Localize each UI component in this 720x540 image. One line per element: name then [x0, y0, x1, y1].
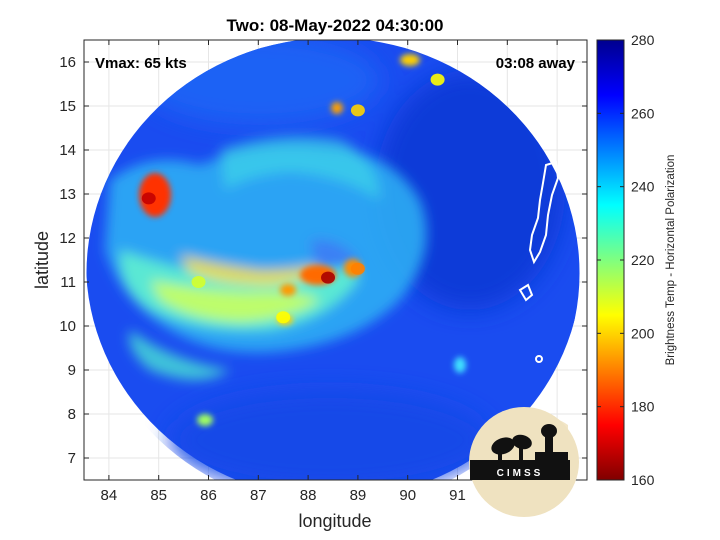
feature-eastern-eyewall: [350, 262, 365, 275]
colorbar-tick-label: 240: [631, 179, 655, 195]
colorbar-tick-label: 180: [631, 399, 655, 415]
colorbar: 160 180 200 220 240 260 280 Brightness Temp - …: [596, 32, 677, 488]
y-tick-label: 11: [60, 274, 76, 291]
y-tick-label: 15: [59, 98, 76, 115]
x-tick-label: 86: [200, 487, 217, 504]
colorbar-tick-label: 260: [631, 105, 655, 121]
y-tick-label: 13: [59, 186, 76, 203]
y-axis-label: latitude: [32, 231, 52, 289]
colorbar-tick-label: 220: [631, 252, 655, 268]
feature-northern-cell: [350, 104, 365, 117]
logo-text: CIMSS: [497, 468, 544, 479]
y-tick-label: 14: [59, 142, 76, 159]
feature-eye-wall-core: [321, 271, 336, 284]
y-tick-label: 10: [59, 318, 76, 335]
time-away-annotation: 03:08 away: [496, 55, 576, 72]
x-tick-label: 84: [101, 487, 118, 504]
feature-marks: [141, 73, 445, 324]
x-tick-label: 90: [399, 487, 416, 504]
colorbar-tick-label: 200: [631, 325, 655, 341]
colorbar-label: Brightness Temp - Horizontal Polarizatio…: [665, 155, 677, 366]
x-tick-label: 89: [350, 487, 367, 504]
x-tick-label: 88: [300, 487, 317, 504]
colorbar-tick-label: 160: [631, 472, 655, 488]
coastline-contours: [518, 160, 560, 363]
x-axis-label: longitude: [298, 511, 371, 531]
x-tick-label: 91: [449, 487, 466, 504]
feature-southern-band-cell: [276, 311, 291, 324]
feature-western-band: [191, 276, 206, 288]
plot-frame: [83, 39, 588, 481]
y-tick-label: 8: [68, 406, 76, 423]
colorbar-tick-label: 280: [631, 32, 655, 48]
y-axis-ticks: 7 8 9 10 11 12 13 14 15 16: [59, 54, 587, 467]
colorbar-gradient: [596, 39, 625, 481]
y-tick-label: 16: [59, 54, 76, 71]
chart-title: Two: 08-May-2022 04:30:00: [226, 16, 443, 35]
x-tick-label: 87: [250, 487, 267, 504]
cimss-logo: CIMSS: [469, 407, 579, 517]
colorbar-ticks: 160 180 200 220 240 260 280: [597, 32, 655, 488]
feature-northeast-cells: [430, 73, 445, 86]
brightness-temperature-swath: [86, 40, 580, 480]
vmax-annotation: Vmax: 65 kts: [95, 55, 187, 72]
x-tick-label: 85: [150, 487, 167, 504]
y-tick-label: 7: [68, 450, 76, 467]
feature-northwest-convection: [141, 192, 156, 205]
y-tick-label: 9: [68, 362, 76, 379]
y-tick-label: 12: [59, 230, 76, 247]
